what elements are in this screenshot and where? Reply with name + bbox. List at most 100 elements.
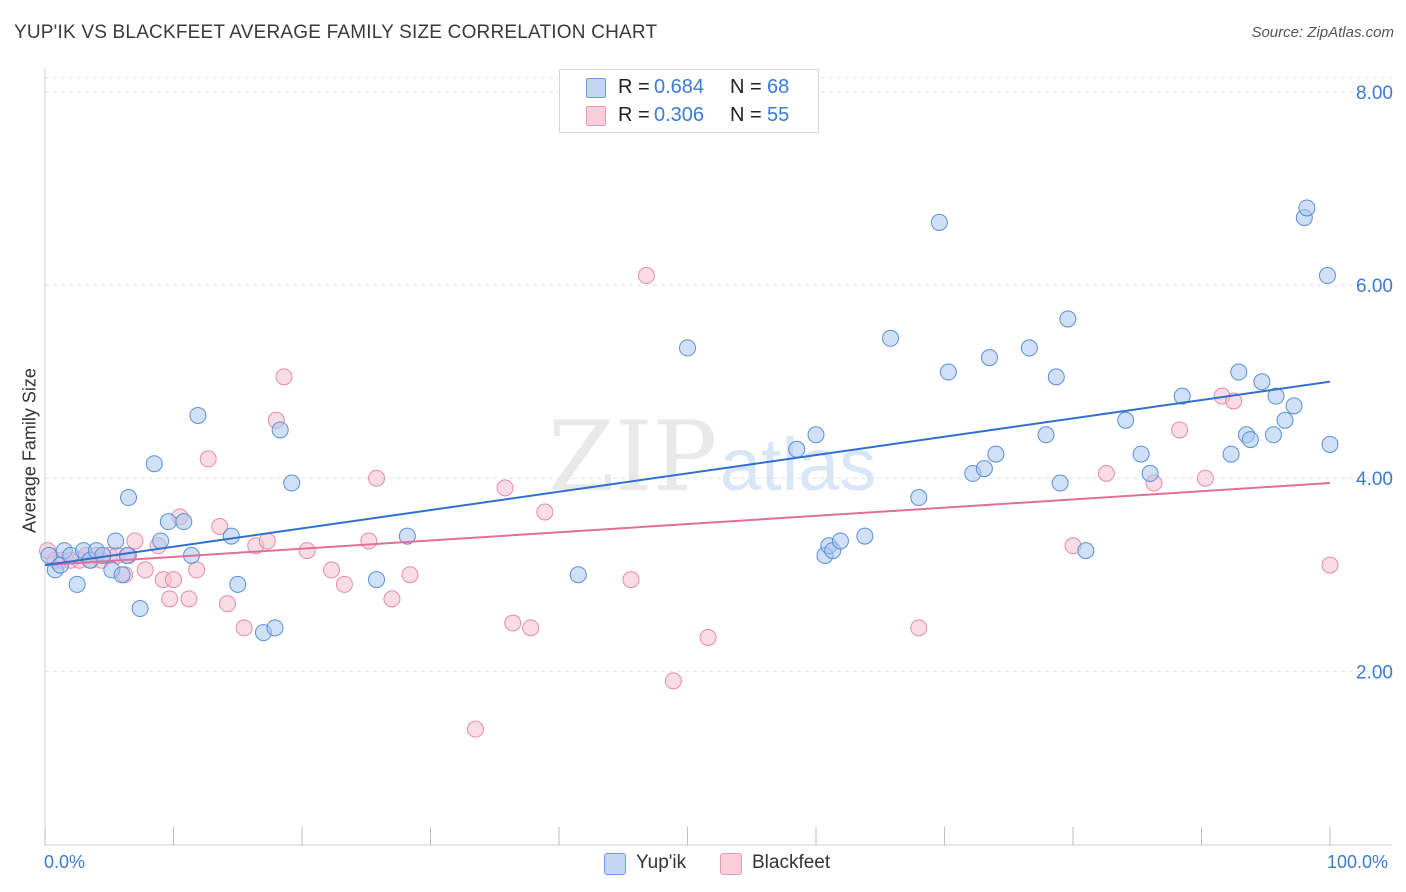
y-tick-label: 6.00 [1356,276,1393,297]
yupik-point [975,460,993,478]
blackfeet-point [383,590,401,608]
blackfeet-legend-label: Blackfeet [752,852,831,873]
blackfeet-point [504,614,522,632]
blackfeet-point [180,590,198,608]
y-tick-labels: 2.00 4.00 6.00 8.00 [1356,83,1393,683]
yupik-point [1051,474,1069,492]
blackfeet-point [1171,421,1189,439]
yupik-point [1298,199,1316,217]
yupik-point [1276,411,1294,429]
yupik-point [1321,435,1339,453]
yupik-point [1132,445,1150,463]
yupik-point [40,546,58,564]
blackfeet-point [622,571,640,589]
yupik-point [1117,411,1135,429]
blackfeet-point [275,368,293,386]
blackfeet-point [401,566,419,584]
axes [44,68,1392,846]
yupik-point [679,339,696,357]
y-tick-label: 8.00 [1356,83,1393,104]
yupik-legend-label: Yup'ik [636,852,687,873]
blackfeet-point [360,532,378,550]
bottom-legend-yupik: Yup'ik [604,850,704,880]
trend-lines [44,380,1331,567]
yupik-point [271,421,289,439]
blackfeet-point [165,571,182,589]
blackfeet-point [211,517,229,535]
blackfeet-point [910,619,928,637]
legend-n-label: N = [730,104,762,126]
y-tick-label: 4.00 [1356,469,1393,490]
blackfeet-point [136,561,154,579]
yupik-point [1264,426,1282,444]
blackfeet-point [368,469,386,487]
chart-title: YUP'IK VS BLACKFEET AVERAGE FAMILY SIZE … [14,22,658,43]
legend-n-value: 55 [767,104,790,126]
blackfeet-point [664,672,682,690]
yupik-point [120,489,138,507]
yupik-point [175,513,193,531]
blackfeet-point [235,619,253,637]
yupik-point [159,513,177,531]
yupik-point [1059,310,1077,328]
yupik-point [1047,368,1065,386]
blackfeet-point [522,619,540,637]
legend-r-label: R = [618,76,650,98]
yupik-point [131,600,149,618]
blackfeet-legend-swatch [720,853,742,875]
yupik-point [910,489,928,507]
stats-legend: R = 0.684 N = 68 R = 0.306 N = 55 [559,69,819,133]
blackfeet-point [218,595,236,613]
legend-n-value: 68 [767,76,790,98]
blackfeet-point [699,628,717,646]
yupik-point [1173,387,1191,405]
blackfeet-point [335,575,353,593]
x-max-label: 100.0% [1327,852,1389,872]
yupik-point [1037,426,1055,444]
blackfeet-point [161,590,179,608]
yupik-point [266,619,284,637]
gridlines [45,77,1392,672]
yupik-point [229,575,247,593]
yupik-point [939,363,957,381]
y-tick-label: 2.00 [1356,662,1393,683]
yupik-point [569,566,587,584]
watermark: ZIP atlas [548,401,876,513]
blackfeet-point [1196,469,1214,487]
yupik-points [40,199,1339,642]
yupik-point [1077,542,1095,560]
blackfeet-point [258,532,276,550]
yupik-point [987,445,1005,463]
blackfeet-point [199,450,217,468]
yupik-point [1285,397,1303,415]
yupik-point [189,406,207,424]
blackfeet-point [1321,556,1339,574]
yupik-point [398,527,416,545]
blackfeet-point [637,267,655,285]
yupik-point [1318,267,1336,285]
yupik-point [807,426,825,444]
blackfeet-point [298,542,316,560]
blackfeet-point [188,561,206,579]
y-axis-label: Average Family Size [19,368,40,533]
yupik-point [1241,431,1259,449]
yupik-point [930,213,948,231]
legend-r-value: 0.306 [654,104,705,126]
yupik-point [831,532,849,550]
blackfeet-point [536,503,554,521]
blackfeet-point [496,479,514,497]
yupik-point [145,455,163,473]
legend-r-label: R = [618,104,650,126]
yupik-point [1267,387,1285,405]
legend-r-value: 0.684 [654,76,705,98]
blackfeet-swatch [586,106,606,126]
x-min-label: 0.0% [44,852,86,872]
yupik-point [368,571,386,589]
yupik-point [68,575,86,593]
yupik-point [882,329,900,347]
yupik-point [222,527,240,545]
watermark-zip: ZIP [548,401,717,513]
blackfeet-point [126,532,144,550]
yupik-trend-line [44,380,1331,567]
